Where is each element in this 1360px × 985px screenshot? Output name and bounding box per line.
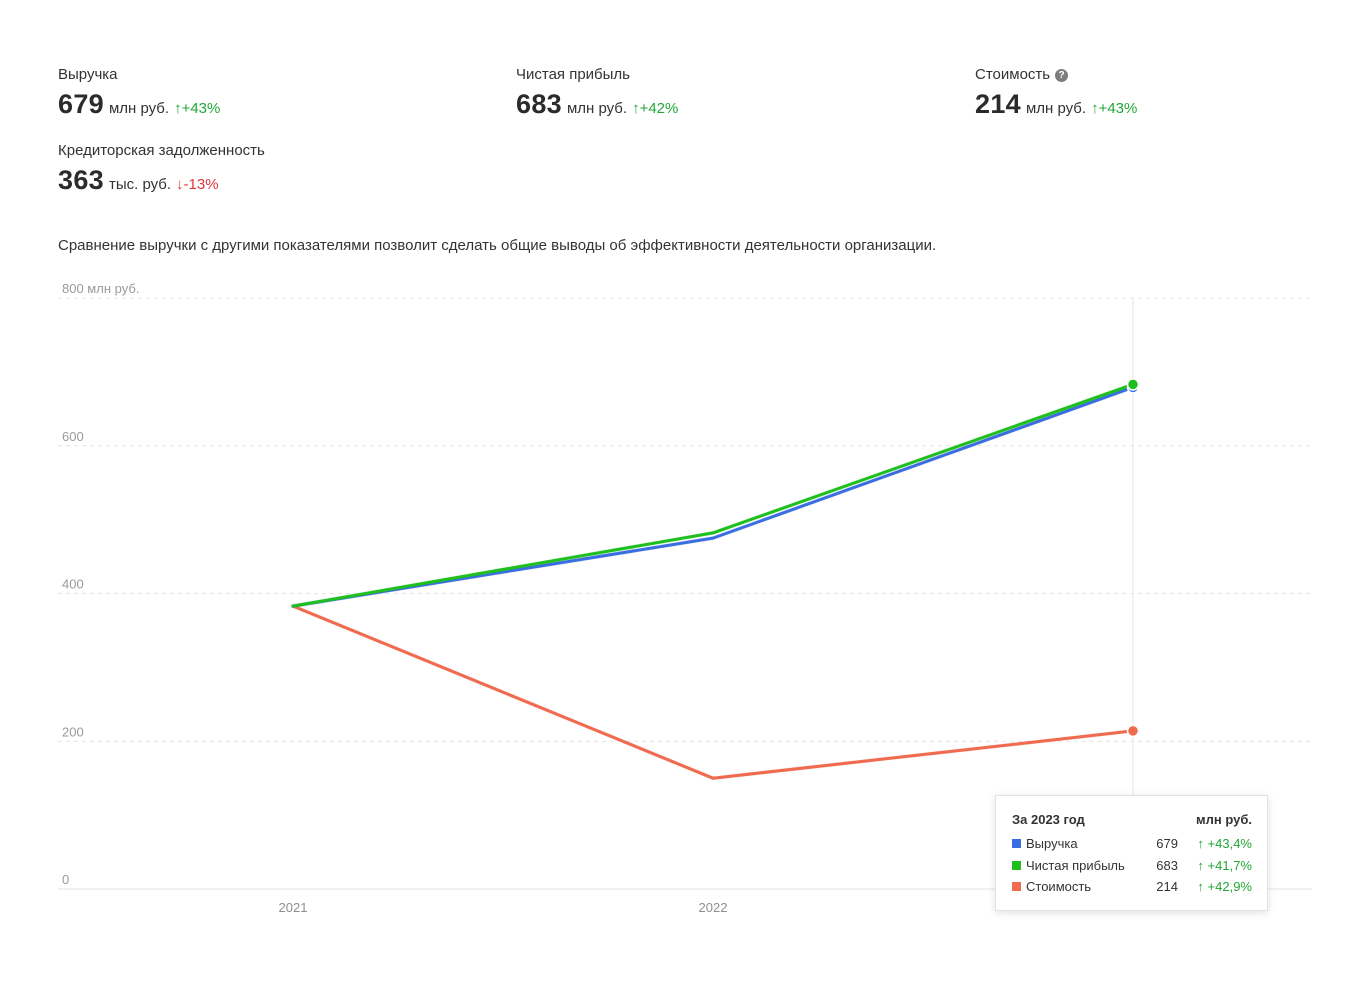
tooltip-value: 683 [1156, 857, 1178, 873]
metric-value: 214 [975, 89, 1021, 119]
metric-unit: млн руб. [108, 100, 170, 117]
tooltip-change: ↑ +41,7% [1197, 857, 1252, 873]
tooltip-row-revenue: Выручка 679 ↑ +43,4% [1012, 833, 1252, 855]
tooltip-row-net-profit: Чистая прибыль 683 ↑ +41,7% [1012, 855, 1252, 877]
metric-value: 683 [516, 89, 562, 119]
metric-unit: тыс. руб. [108, 176, 172, 193]
series-line-shadow [291, 385, 1135, 609]
help-icon[interactable]: ? [1055, 69, 1069, 82]
metric-revenue: Выручка 679 млн руб. ↑+43% [58, 66, 220, 120]
series-line [291, 385, 1135, 608]
x-tick-label: 2021 [279, 900, 308, 915]
metric-label: Кредиторская задолженность [58, 142, 265, 159]
y-tick-label: 800 млн руб. [62, 281, 139, 296]
tooltip-value: 679 [1156, 836, 1178, 852]
tooltip-unit: млн руб. [1196, 812, 1252, 827]
series-line-shadow [291, 604, 1135, 781]
metric-change: ↑+43% [1091, 100, 1138, 117]
chart-tooltip: За 2023 год млн руб. Выручка 679 ↑ +43,4… [995, 795, 1268, 911]
metric-cost: Стоимость? 214 млн руб. ↑+43% [975, 66, 1137, 120]
metric-value: 363 [58, 165, 104, 195]
y-tick-label: 200 [62, 724, 84, 739]
legend-swatch [1012, 839, 1021, 849]
legend-swatch [1012, 860, 1021, 870]
line-chart: 0 200 400 600 800 млн руб. 2021 2022 [58, 281, 1312, 915]
tooltip-series-name: Чистая прибыль [1026, 857, 1125, 873]
x-tick-label: 2022 [699, 900, 728, 915]
tooltip-series-name: Стоимость [1026, 879, 1092, 895]
tooltip-change: ↑ +42,9% [1197, 879, 1252, 895]
series-line [291, 382, 1135, 608]
metric-label: Выручка [58, 66, 118, 83]
metric-change: ↑+42% [632, 100, 679, 117]
metric-unit: млн руб. [1025, 100, 1087, 117]
series-line-shadow [291, 382, 1135, 609]
metric-payables: Кредиторская задолженность 363 тыс. руб.… [58, 142, 265, 196]
data-point [1126, 724, 1140, 738]
y-tick-label: 600 [62, 429, 84, 444]
y-tick-label: 0 [62, 872, 69, 887]
metric-value: 679 [58, 89, 104, 119]
legend-swatch [1012, 882, 1021, 892]
data-point [1126, 378, 1140, 391]
tooltip-row-cost: Стоимость 214 ↑ +42,9% [1012, 876, 1252, 898]
tooltip-title: За 2023 год [1012, 812, 1085, 827]
metric-label: Стоимость [975, 66, 1051, 83]
metric-label: Чистая прибыль [516, 66, 630, 83]
tooltip-value: 214 [1156, 879, 1178, 895]
metric-change: ↑+43% [174, 100, 221, 117]
chart-description: Сравнение выручки с другими показателями… [58, 237, 937, 254]
series-line [291, 604, 1135, 780]
metric-unit: млн руб. [566, 100, 628, 117]
metric-net-profit: Чистая прибыль 683 млн руб. ↑+42% [516, 66, 678, 120]
tooltip-change: ↑ +43,4% [1197, 836, 1252, 852]
tooltip-series-name: Выручка [1026, 836, 1078, 852]
y-tick-label: 400 [62, 577, 84, 592]
metric-change: ↓-13% [176, 176, 219, 193]
